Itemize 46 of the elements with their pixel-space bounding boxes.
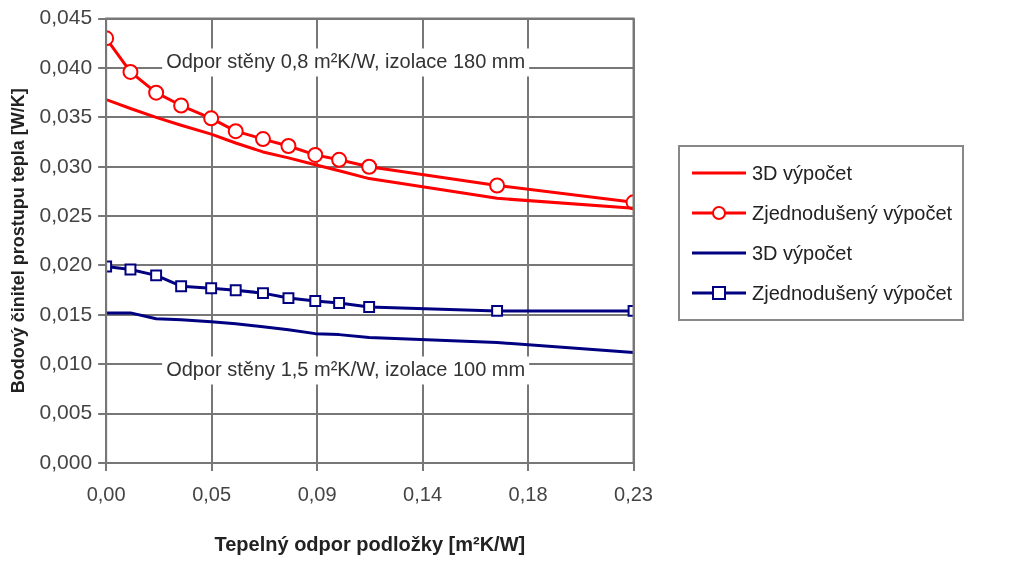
y-tick-label: 0,000 — [39, 449, 93, 473]
point — [361, 158, 378, 175]
point — [491, 304, 504, 317]
point — [309, 295, 322, 307]
y-tick-label: 0,025 — [39, 202, 93, 226]
legend-label: Zjednodušený výpočet — [752, 201, 953, 225]
annotation: Odpor stěny 1,5 m²K/W, izolace 100 mm — [166, 358, 526, 381]
point — [307, 146, 324, 163]
point — [150, 269, 163, 282]
point — [282, 292, 295, 305]
point — [489, 177, 506, 194]
point — [124, 263, 137, 276]
x-axis-title: Tepelný odpor podložky [m²K/W] — [214, 532, 526, 555]
point — [173, 97, 190, 114]
y-tick-label: 0,040 — [39, 54, 93, 78]
point — [148, 84, 165, 101]
y-tick-label: 0,045 — [39, 5, 93, 29]
y-axis-title: Bodový činitel prostupu tepla [W/K] — [7, 88, 28, 394]
annotation: Odpor stěny 0,8 m²K/W, izolace 180 mm — [166, 50, 526, 73]
legend-label: Zjednodušený výpočet — [752, 281, 953, 305]
y-tick-label: 0,015 — [39, 301, 93, 325]
x-tick-label: 0,18 — [508, 482, 548, 505]
y-tick-label: 0,035 — [39, 104, 93, 128]
point — [254, 131, 271, 148]
y-tick-label: 0,020 — [39, 252, 93, 276]
point — [203, 110, 220, 127]
point — [363, 301, 376, 313]
legend-label: 3D výpočet — [752, 241, 853, 265]
y-tick-label: 0,030 — [39, 153, 93, 177]
point — [227, 123, 244, 140]
legend-label: 3D výpočet — [752, 161, 853, 185]
x-tick-label: 0,00 — [86, 482, 126, 505]
point — [205, 282, 218, 295]
point — [280, 138, 297, 154]
x-tick-label: 0,05 — [192, 482, 232, 505]
x-tick-label: 0,14 — [403, 482, 443, 505]
point — [229, 284, 242, 297]
point — [333, 297, 346, 309]
point — [331, 151, 348, 168]
point — [175, 280, 188, 293]
x-tick-label: 0,09 — [297, 482, 337, 505]
point — [122, 63, 139, 80]
x-tick-label: 0,23 — [614, 482, 654, 505]
y-tick-label: 0,005 — [39, 400, 93, 424]
y-tick-label: 0,010 — [39, 351, 93, 375]
point — [257, 287, 269, 300]
